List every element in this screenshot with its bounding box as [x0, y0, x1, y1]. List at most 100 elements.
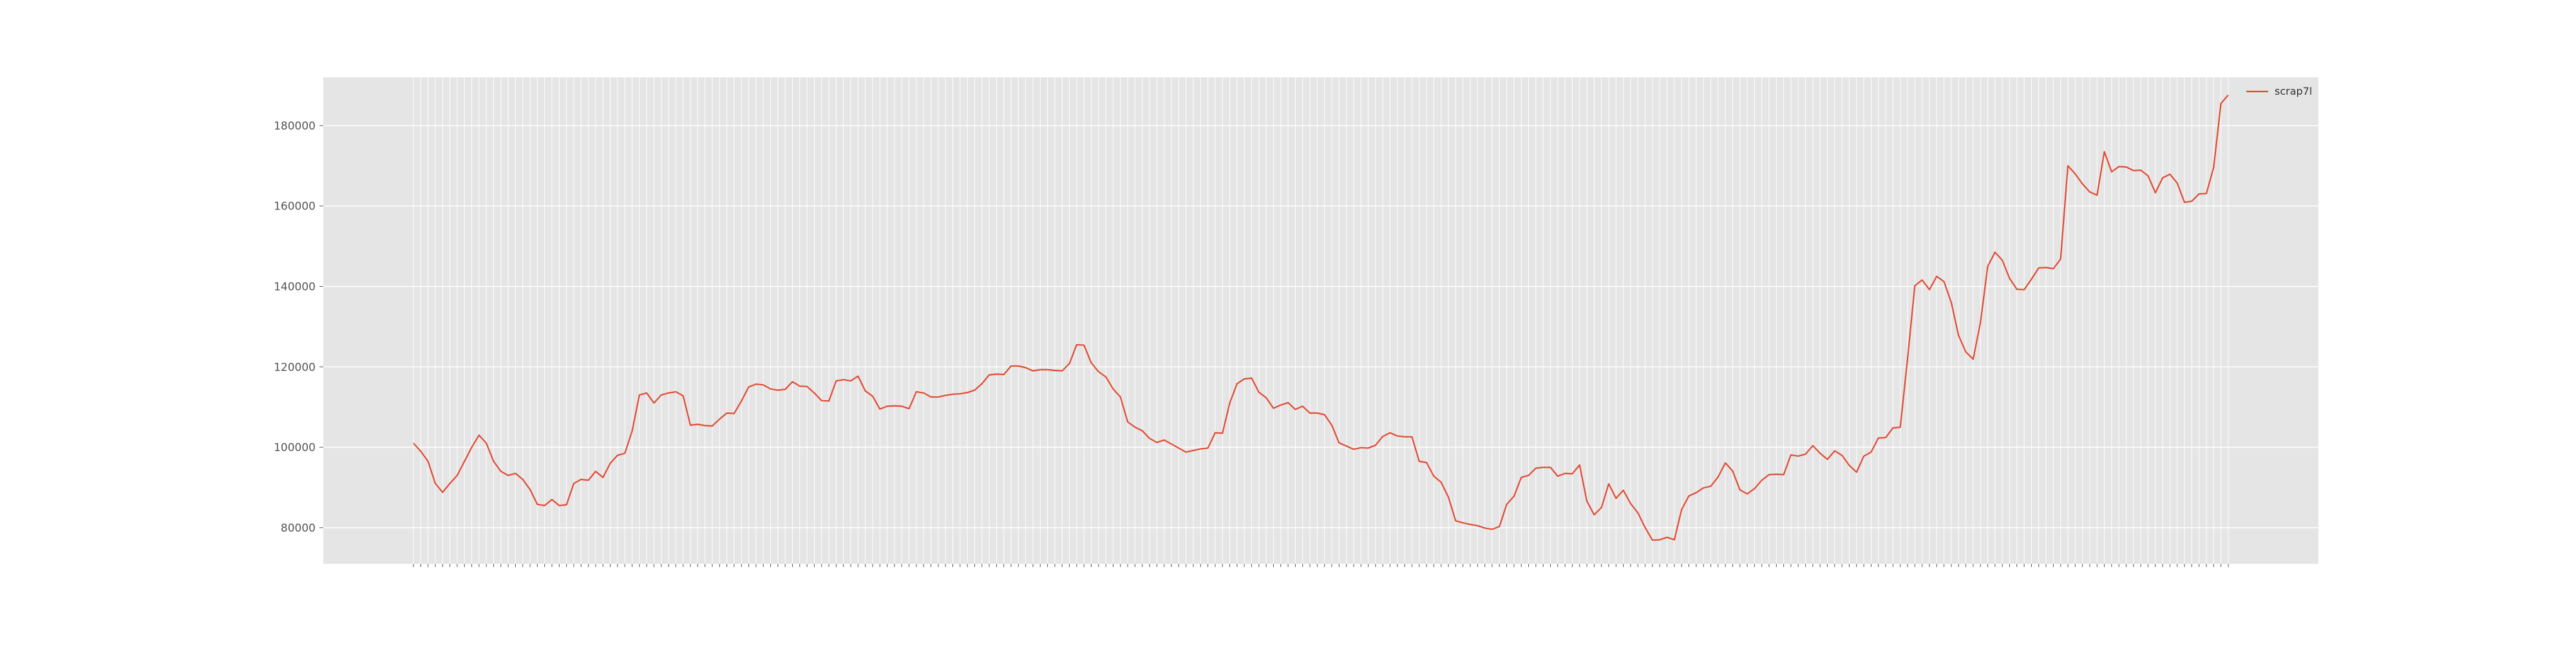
- data-point: [2074, 173, 2076, 175]
- data-point: [464, 461, 465, 462]
- data-point: [1725, 462, 1726, 463]
- data-point: [683, 395, 684, 396]
- data-point: [1426, 462, 1427, 463]
- data-point: [1375, 445, 1376, 446]
- data-point: [1666, 537, 1667, 538]
- data-point: [1710, 485, 1711, 487]
- data-point: [1951, 302, 1952, 303]
- data-point: [1718, 476, 1719, 478]
- series-layer: [413, 94, 2229, 541]
- data-point: [1163, 439, 1164, 441]
- data-point: [1637, 512, 1638, 514]
- data-point: [595, 470, 596, 472]
- data-point: [1783, 474, 1784, 475]
- data-point: [981, 383, 983, 384]
- data-point: [879, 409, 880, 410]
- data-point: [974, 389, 975, 391]
- data-point: [1965, 351, 1966, 352]
- data-point: [1579, 464, 1580, 465]
- data-point: [2169, 173, 2170, 175]
- data-point: [712, 425, 713, 427]
- data-point: [1105, 376, 1106, 378]
- data-point: [1776, 474, 1777, 475]
- data-point: [1397, 435, 1398, 436]
- data-point: [1046, 369, 1048, 370]
- data-point: [442, 492, 443, 493]
- data-point: [1367, 447, 1368, 449]
- data-point: [2220, 102, 2221, 104]
- data-point: [770, 388, 771, 389]
- data-point: [1622, 490, 1624, 491]
- data-point: [1193, 450, 1194, 451]
- data-point: [1892, 427, 1893, 429]
- data-point: [1630, 503, 1631, 504]
- data-point: [886, 405, 887, 407]
- data-point: [500, 470, 502, 472]
- data-point: [435, 483, 436, 484]
- data-point: [551, 499, 553, 500]
- data-point: [1907, 358, 1908, 360]
- data-point: [2177, 182, 2178, 184]
- data-point: [1688, 495, 1689, 496]
- data-point: [2191, 200, 2192, 202]
- data-point: [1229, 402, 1230, 403]
- data-point: [1025, 367, 1026, 368]
- data-point: [493, 461, 494, 462]
- data-point: [734, 412, 735, 414]
- data-point: [1914, 285, 1915, 286]
- data-point: [1804, 453, 1806, 454]
- data-point: [1061, 370, 1063, 371]
- data-point: [916, 391, 917, 392]
- data-point: [1549, 467, 1551, 468]
- legend-label: scrap7l: [2275, 85, 2312, 97]
- data-point: [806, 386, 808, 387]
- data-point: [1790, 454, 1792, 456]
- data-point: [2096, 195, 2098, 196]
- data-point: [1812, 445, 1814, 446]
- data-point: [580, 479, 582, 480]
- data-point: [1943, 281, 1944, 282]
- data-point: [573, 483, 574, 484]
- data-point: [1302, 405, 1303, 407]
- data-point: [704, 425, 705, 426]
- data-point: [2052, 268, 2054, 269]
- data-point: [1929, 289, 1930, 290]
- data-point: [639, 394, 640, 396]
- data-point: [2162, 177, 2163, 179]
- data-point: [850, 380, 851, 381]
- data-point: [1863, 456, 1864, 457]
- data-point: [2125, 166, 2126, 168]
- data-point: [719, 418, 720, 420]
- x-axis: [413, 564, 2229, 567]
- data-point: [748, 386, 749, 387]
- y-tick-label: 80000: [281, 522, 316, 535]
- data-point: [2147, 175, 2148, 177]
- data-point: [1309, 412, 1311, 414]
- data-point: [1768, 474, 1770, 475]
- data-point: [2089, 191, 2090, 193]
- data-point: [1455, 520, 1456, 521]
- data-point: [813, 392, 815, 394]
- data-point: [1258, 391, 1260, 392]
- data-point: [2118, 166, 2119, 167]
- data-point: [2111, 171, 2112, 172]
- data-point: [1652, 539, 1653, 541]
- data-point: [1542, 467, 1544, 468]
- data-point: [1477, 525, 1478, 526]
- data-point: [617, 454, 618, 456]
- data-point: [2213, 167, 2214, 168]
- y-tick-label: 160000: [274, 200, 316, 213]
- data-point: [413, 443, 414, 444]
- data-point: [631, 430, 632, 432]
- data-point: [668, 392, 669, 394]
- data-point: [726, 412, 727, 414]
- data-point: [1236, 383, 1238, 384]
- data-point: [755, 383, 757, 385]
- data-point: [1535, 467, 1537, 468]
- data-point: [996, 373, 997, 374]
- data-point: [843, 379, 844, 380]
- data-point: [1900, 427, 1901, 428]
- data-point: [1419, 461, 1420, 462]
- data-point: [960, 393, 961, 394]
- y-tick-label: 140000: [274, 280, 316, 293]
